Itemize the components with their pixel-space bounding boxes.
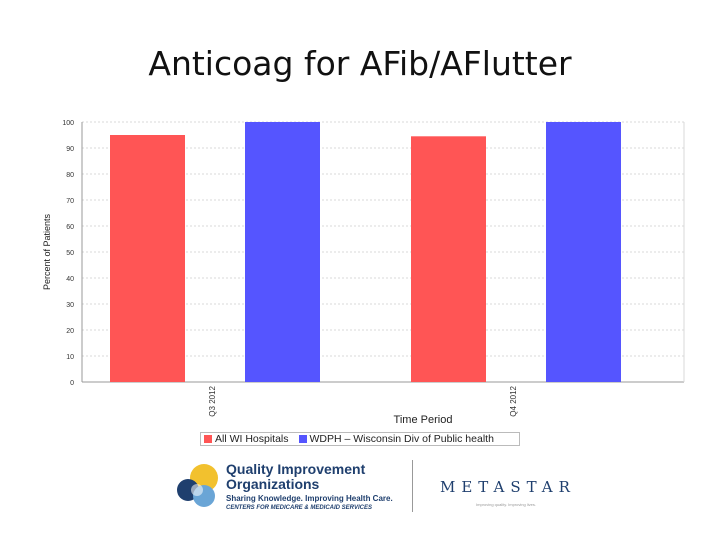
x-tick-label: Q3 2012 xyxy=(208,385,217,416)
qio-logo-text: Quality Improvement Organizations Sharin… xyxy=(226,462,393,513)
y-tick-label: 30 xyxy=(66,302,74,309)
legend-item-series-1: All WI Hospitals xyxy=(204,433,289,445)
y-tick-label: 90 xyxy=(66,146,74,153)
qio-cms-line: CENTERS FOR MEDICARE & MEDICAID SERVICES xyxy=(226,505,373,511)
qio-tagline: Sharing Knowledge. Improving Health Care… xyxy=(226,494,393,503)
legend-swatch-series-2 xyxy=(298,435,307,443)
metastar-logo: METASTAR xyxy=(440,478,576,496)
bar-1-1 xyxy=(110,135,185,382)
legend-swatch-series-1 xyxy=(204,435,212,443)
y-axis-title: Percent of Patients xyxy=(42,213,52,290)
y-tick-label: 10 xyxy=(66,354,74,361)
qio-name-line-1: Quality Improvement xyxy=(226,461,366,477)
y-tick-label: 70 xyxy=(66,198,74,205)
x-tick-label: Q4 2012 xyxy=(509,385,518,416)
y-tick-label: 40 xyxy=(66,276,74,283)
legend-label-series-1: All WI Hospitals xyxy=(215,433,289,445)
bar-1-2 xyxy=(411,136,486,382)
y-tick-label: 100 xyxy=(62,120,74,127)
chart-legend: All WI Hospitals WDPH – Wisconsin Div of… xyxy=(200,432,520,446)
logo-divider xyxy=(412,460,413,512)
y-tick-label: 60 xyxy=(66,224,74,231)
qio-name-line-2: Organizations xyxy=(226,476,320,492)
bar-2-1 xyxy=(245,122,320,382)
x-axis-title: Time Period xyxy=(394,414,453,426)
y-tick-label: 0 xyxy=(70,380,74,387)
y-tick-label: 80 xyxy=(66,172,74,179)
bar-2-2 xyxy=(546,122,621,382)
y-tick-label: 20 xyxy=(66,328,74,335)
qio-logo-icon xyxy=(177,464,218,507)
metastar-tagline: Improving quality. Improving lives. xyxy=(476,502,536,507)
legend-label-series-2: WDPH – Wisconsin Div of Public health xyxy=(309,433,494,445)
legend-item-series-2: WDPH – Wisconsin Div of Public health xyxy=(298,433,494,445)
bar-chart: 0 10 20 30 40 50 60 70 80 90 100 Q3 2012 Q4 2012 Time… xyxy=(42,120,685,426)
slide-title: Anticoag for AFib/AFlutter xyxy=(148,44,572,83)
y-tick-label: 50 xyxy=(66,250,74,257)
